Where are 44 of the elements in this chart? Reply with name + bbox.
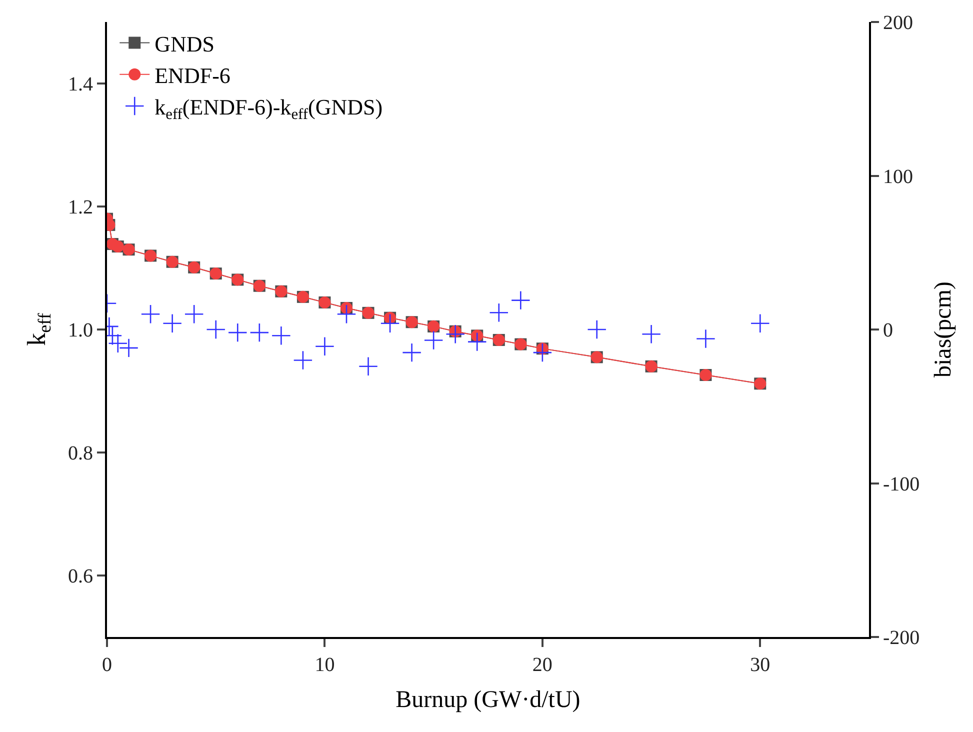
point xyxy=(184,304,204,324)
y-tick-label: 0.8 xyxy=(68,442,93,464)
x-tick-label: 10 xyxy=(314,654,335,676)
y2-tick-label: 100 xyxy=(883,166,913,188)
point xyxy=(228,322,248,342)
point xyxy=(380,314,400,334)
point xyxy=(119,338,139,358)
y-tick-label: 1.4 xyxy=(68,74,93,96)
x-tick-label: 0 xyxy=(102,654,112,676)
y-tick-label: 1.2 xyxy=(68,196,93,218)
point xyxy=(358,356,378,376)
y2-tick-label: 0 xyxy=(883,320,893,342)
point xyxy=(336,304,356,324)
legend-label: ENDF-6 xyxy=(154,62,230,88)
y2-tick-label: -100 xyxy=(883,473,920,496)
point xyxy=(446,324,466,344)
point xyxy=(140,304,160,324)
x-tick-label: 20 xyxy=(532,654,552,676)
point xyxy=(489,302,509,322)
legend-label: k$_{eff}$(ENDF-6)-k$_{eff}$(GNDS) xyxy=(154,94,383,124)
y2-tick-label: 200 xyxy=(883,12,913,34)
point xyxy=(271,326,291,346)
x-tick-label: 30 xyxy=(750,654,770,676)
point xyxy=(250,322,270,342)
point xyxy=(642,324,662,344)
point xyxy=(587,320,607,340)
y2-axis-title: bias(pcm) xyxy=(930,282,956,378)
y-tick-label: 1.0 xyxy=(68,320,93,342)
point xyxy=(293,350,313,370)
y2-tick-label: -200 xyxy=(883,627,920,649)
point xyxy=(424,330,444,350)
point xyxy=(696,328,716,348)
point xyxy=(467,332,487,352)
legend-label: GNDS xyxy=(154,31,215,56)
point xyxy=(206,320,226,340)
point xyxy=(532,342,552,362)
y-tick-label: 0.6 xyxy=(68,566,93,588)
x-axis-title: Burnup (GW·d/tU) xyxy=(396,686,580,713)
point xyxy=(108,334,128,354)
point xyxy=(314,336,334,356)
point xyxy=(510,290,530,310)
point xyxy=(162,314,182,334)
point xyxy=(402,342,422,362)
point xyxy=(750,314,770,334)
